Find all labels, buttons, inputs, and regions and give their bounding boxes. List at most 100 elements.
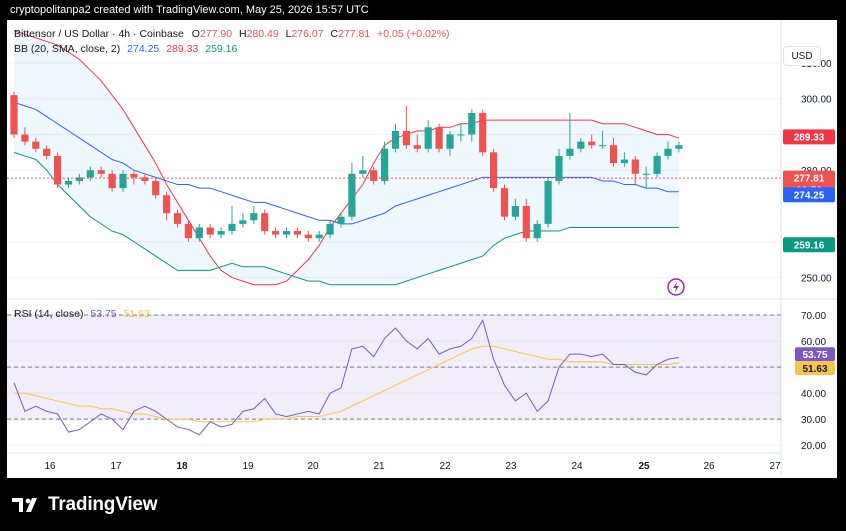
rsi-label: RSI (14, close) [14, 308, 83, 320]
candle [315, 231, 323, 242]
time-axis[interactable]: 16 17 18 19 20 21 22 23 24 25 26 27 [44, 461, 781, 472]
rsi-tick-label: 40.00 [801, 389, 826, 400]
legend-h-value: 280.49 [247, 28, 279, 40]
svg-text:277.81: 277.81 [794, 174, 825, 185]
rsi-tick-label: 60.00 [801, 337, 826, 348]
candle [86, 166, 94, 181]
time-tick-label: 27 [769, 461, 781, 472]
bb-band-area [14, 30, 679, 285]
tradingview-logo-icon [12, 498, 37, 512]
candle [664, 141, 672, 160]
candle [21, 127, 29, 146]
rsi-legend: RSI (14, close) 53.75 51.63 [14, 308, 150, 320]
candle [402, 105, 410, 149]
candle [282, 227, 291, 239]
bb-basis-badge: 274.25 [783, 187, 835, 203]
price-axis[interactable]: 310.00300.00290.00280.00260.00250.00289.… [780, 20, 835, 478]
candle [413, 134, 421, 153]
candle [304, 231, 312, 242]
time-tick-label: 21 [373, 461, 385, 472]
candle [381, 141, 389, 185]
legend-c-value: 277.81 [338, 28, 370, 40]
candle [184, 220, 192, 242]
legend-l-value: 276.07 [291, 28, 323, 40]
price-tick-label: 250.00 [801, 274, 832, 285]
candle [544, 177, 552, 228]
candle [490, 148, 498, 192]
candle [108, 170, 116, 192]
bb-upper-line [13, 30, 680, 286]
rsi-lines [13, 318, 679, 436]
rsi-value-badge: 53.75 [795, 347, 835, 362]
svg-text:289.33: 289.33 [794, 132, 825, 143]
chart-canvas[interactable]: 310.00300.00290.00280.00260.00250.00289.… [7, 20, 837, 478]
bb-upper-value: 289.33 [166, 43, 198, 55]
time-tick-label: 20 [307, 461, 319, 472]
candle [97, 166, 105, 178]
legend-line-1: Bittensor / US Dollar · 4h · Coinbase O2… [14, 28, 450, 40]
rsi-tick-label: 20.00 [801, 441, 826, 452]
candle [653, 152, 661, 178]
time-tick-label: 19 [242, 461, 254, 472]
rsi-band [7, 314, 781, 420]
candle [337, 213, 345, 228]
candle [10, 91, 18, 139]
legend-change: +0.05 (+0.02%) [377, 28, 449, 40]
bb-lower-badge: 259.16 [783, 237, 835, 253]
candle [173, 209, 182, 228]
candle [370, 166, 378, 185]
candle [588, 134, 596, 149]
time-tick-label: 26 [703, 461, 715, 472]
candle [468, 109, 476, 142]
candle [141, 173, 149, 185]
legend-l-label: L [286, 28, 292, 40]
candle [424, 120, 432, 153]
time-tick-label: 22 [439, 461, 451, 472]
bollinger-band-fill [14, 30, 679, 285]
bb-basis-line [13, 101, 679, 225]
candle [217, 227, 225, 239]
svg-text:51.63: 51.63 [802, 364, 827, 375]
legend-o-value: 277.90 [200, 28, 232, 40]
candle [642, 166, 650, 189]
candle [261, 209, 269, 235]
bb-basis-value: 274.25 [127, 43, 159, 55]
candle [119, 170, 127, 192]
legend-h-label: H [239, 28, 247, 40]
candle [64, 177, 73, 189]
tradingview-footer: TradingView [12, 494, 158, 516]
bb-upper-badge: 289.33 [783, 129, 835, 145]
rsi-tick-label: 30.00 [801, 415, 826, 426]
currency-button[interactable]: USD [783, 46, 821, 66]
candle [293, 227, 301, 239]
candle [272, 227, 280, 239]
candle [195, 223, 203, 242]
candle [533, 220, 541, 242]
candle [620, 152, 628, 167]
candle [609, 138, 618, 167]
candle [599, 130, 607, 149]
time-tick-label: 25 [638, 461, 650, 472]
candle [675, 141, 683, 153]
time-tick-label: 23 [505, 461, 517, 472]
time-tick-label: 24 [571, 461, 583, 472]
candle [500, 184, 509, 221]
bb-lower-value: 259.16 [205, 43, 237, 55]
legend-o-label: O [192, 28, 200, 40]
candles [10, 91, 683, 242]
time-tick-label: 18 [176, 461, 188, 472]
lightning-icon[interactable] [667, 278, 685, 296]
candle [435, 123, 443, 153]
tradingview-brand: TradingView [48, 494, 158, 515]
candle [326, 220, 334, 239]
legend-c-label: C [331, 28, 339, 40]
candle [206, 223, 214, 239]
candle [250, 206, 258, 224]
candle [511, 198, 519, 221]
candle [359, 155, 367, 178]
rsi-line [13, 318, 679, 436]
rsi-value: 53.75 [90, 308, 116, 320]
chart-frame[interactable]: 310.00300.00290.00280.00260.00250.00289.… [7, 20, 837, 478]
time-tick-label: 17 [110, 461, 122, 472]
